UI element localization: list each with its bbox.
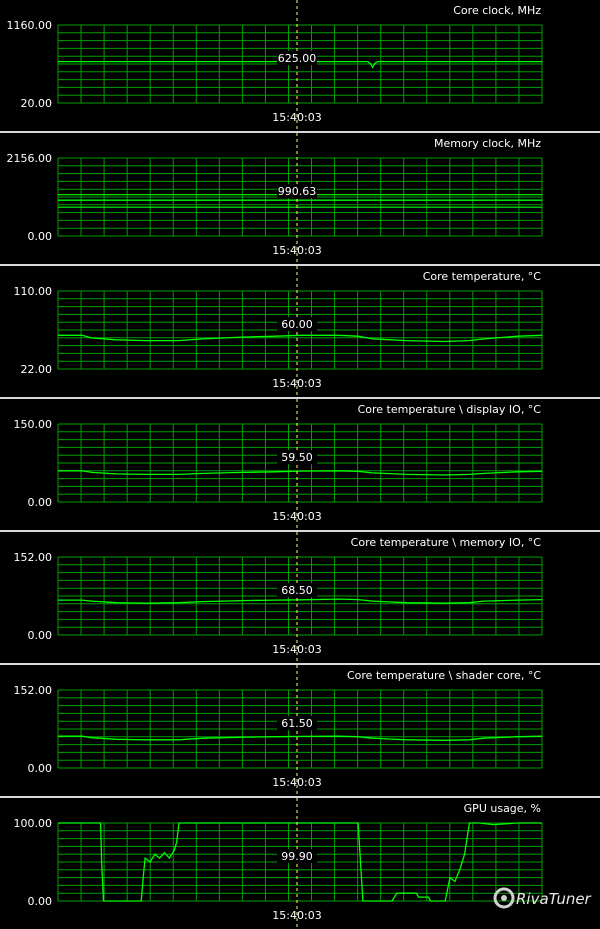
chart-panel: Core temperature, °C 110.00 22.00 60.00 15:4… <box>0 266 600 397</box>
y-max-label: 1160.00 <box>7 19 53 32</box>
y-min-label: 20.00 <box>21 97 53 110</box>
series-line <box>58 822 542 902</box>
y-min-label: 0.00 <box>28 629 53 642</box>
chart-svg: Core clock, MHz 1160.00 20.00 625.00 15:40:0… <box>7 0 543 131</box>
cursor-value: 61.50 <box>281 717 313 730</box>
panel-separator <box>0 530 600 532</box>
chart-svg: Core temperature, °C 110.00 22.00 60.00 15:4… <box>14 266 543 397</box>
panel-separator <box>0 397 600 399</box>
chart-title: GPU usage, % <box>464 802 541 815</box>
gear-icon <box>493 887 515 909</box>
y-min-label: 22.00 <box>21 363 53 376</box>
cursor-value-bg <box>277 184 317 199</box>
cursor-value-bg <box>277 450 317 465</box>
y-min-label: 0.00 <box>28 496 53 509</box>
cursor-time: 15:40:03 <box>272 909 321 922</box>
chart-title: Core clock, MHz <box>453 4 541 17</box>
chart-panel: Core temperature \ display IO, °C 150.00 0… <box>0 399 600 530</box>
chart-svg: Core temperature \ display IO, °C 150.00 0… <box>14 399 543 530</box>
plot-grid <box>57 157 543 237</box>
series-line <box>58 60 542 69</box>
chart-svg: GPU usage, % 100.00 0.00 99.90 15:40:03 <box>14 798 543 929</box>
chart-panel: Core temperature \ memory IO, °C 152.00 0.… <box>0 532 600 663</box>
panel-separator <box>0 264 600 266</box>
cursor-value-bg <box>277 51 317 66</box>
cursor-value-bg <box>277 849 317 864</box>
series-line <box>58 334 543 343</box>
y-max-label: 152.00 <box>14 551 53 564</box>
plot-grid <box>57 822 543 902</box>
cursor-value: 60.00 <box>281 318 313 331</box>
rivatuner-logo: RivaTuner <box>493 887 592 909</box>
cursor-value: 59.50 <box>281 451 313 464</box>
chart-panel: Memory clock, MHz 2156.00 0.00 990.63 15:40:… <box>0 133 600 264</box>
panel-separator <box>0 796 600 798</box>
cursor-value-bg <box>277 583 317 598</box>
cursor-time: 15:40:03 <box>272 776 321 789</box>
chart-title: Memory clock, MHz <box>434 137 541 150</box>
y-max-label: 110.00 <box>14 285 53 298</box>
chart-panel: Core temperature \ shader core, °C 152.00… <box>0 665 600 796</box>
series-line <box>58 470 543 476</box>
cursor-value-bg <box>277 317 317 332</box>
plot-grid <box>57 556 543 636</box>
chart-title: Core temperature \ shader core, °C <box>347 669 541 682</box>
cursor-time: 15:40:03 <box>272 643 321 656</box>
panel-separator <box>0 663 600 665</box>
cursor-time: 15:40:03 <box>272 244 321 257</box>
cursor-value: 99.90 <box>281 850 313 863</box>
y-max-label: 152.00 <box>14 684 53 697</box>
cursor-value: 990.63 <box>278 185 317 198</box>
plot-grid <box>57 24 543 104</box>
cursor-value: 625.00 <box>278 52 317 65</box>
chart-title: Core temperature, °C <box>423 270 542 283</box>
y-max-label: 100.00 <box>14 817 53 830</box>
chart-svg: Core temperature \ memory IO, °C 152.00 0.… <box>14 532 543 663</box>
chart-svg: Memory clock, MHz 2156.00 0.00 990.63 15:40:… <box>7 133 543 264</box>
chart-title: Core temperature \ display IO, °C <box>358 403 542 416</box>
series-line <box>58 598 543 604</box>
y-max-label: 2156.00 <box>7 152 53 165</box>
cursor-time: 15:40:03 <box>272 510 321 523</box>
logo-text: RivaTuner <box>516 890 592 908</box>
chart-title: Core temperature \ memory IO, °C <box>351 536 542 549</box>
y-min-label: 0.00 <box>28 762 53 775</box>
y-min-label: 0.00 <box>28 895 53 908</box>
chart-svg: Core temperature \ shader core, °C 152.00… <box>14 665 543 796</box>
cursor-time: 15:40:03 <box>272 377 321 390</box>
chart-panel: Core clock, MHz 1160.00 20.00 625.00 15:40:0… <box>0 0 600 131</box>
cursor-time: 15:40:03 <box>272 111 321 124</box>
cursor-value-bg <box>277 716 317 731</box>
panel-separator <box>0 131 600 133</box>
cursor-value: 68.50 <box>281 584 313 597</box>
series-line <box>58 735 543 741</box>
y-min-label: 0.00 <box>28 230 53 243</box>
y-max-label: 150.00 <box>14 418 53 431</box>
